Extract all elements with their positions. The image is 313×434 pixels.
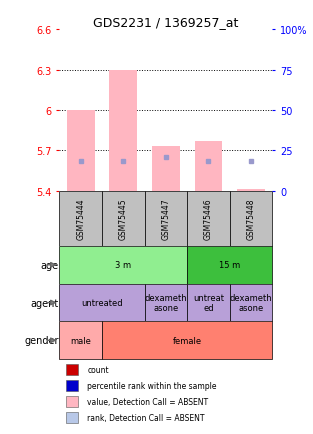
Text: percentile rank within the sample: percentile rank within the sample xyxy=(87,381,217,390)
Text: 15 m: 15 m xyxy=(219,261,240,270)
Text: female: female xyxy=(172,336,202,345)
Text: rank, Detection Call = ABSENT: rank, Detection Call = ABSENT xyxy=(87,413,205,422)
Text: agent: agent xyxy=(30,298,59,308)
Bar xyxy=(66,380,78,391)
Bar xyxy=(66,364,78,375)
Text: dexameth
asone: dexameth asone xyxy=(145,293,187,312)
Bar xyxy=(145,284,187,322)
Text: GSM75448: GSM75448 xyxy=(247,198,255,240)
Text: value, Detection Call = ABSENT: value, Detection Call = ABSENT xyxy=(87,397,208,406)
Text: untreat
ed: untreat ed xyxy=(193,293,224,312)
Text: GSM75446: GSM75446 xyxy=(204,198,213,240)
Text: GSM75444: GSM75444 xyxy=(76,198,85,240)
Bar xyxy=(59,191,102,247)
Bar xyxy=(59,247,187,284)
Text: untreated: untreated xyxy=(81,298,123,307)
Text: 3 m: 3 m xyxy=(115,261,131,270)
Bar xyxy=(102,322,272,359)
Bar xyxy=(102,191,145,247)
Bar xyxy=(67,111,95,191)
Bar xyxy=(59,322,102,359)
Bar xyxy=(187,247,272,284)
Bar xyxy=(237,190,265,191)
Bar xyxy=(145,191,187,247)
Bar xyxy=(59,284,145,322)
Bar xyxy=(187,284,230,322)
Bar xyxy=(66,412,78,423)
Bar xyxy=(195,141,222,191)
Bar xyxy=(187,191,230,247)
Bar xyxy=(66,396,78,407)
Text: count: count xyxy=(87,365,109,375)
Bar xyxy=(230,284,272,322)
Bar xyxy=(230,191,272,247)
Text: GSM75447: GSM75447 xyxy=(162,198,170,240)
Text: GSM75445: GSM75445 xyxy=(119,198,128,240)
Bar xyxy=(110,71,137,191)
Text: age: age xyxy=(40,260,59,270)
Text: male: male xyxy=(70,336,91,345)
Text: dexameth
asone: dexameth asone xyxy=(230,293,272,312)
Text: gender: gender xyxy=(24,335,59,345)
Title: GDS2231 / 1369257_at: GDS2231 / 1369257_at xyxy=(93,16,239,29)
Bar xyxy=(152,147,180,191)
